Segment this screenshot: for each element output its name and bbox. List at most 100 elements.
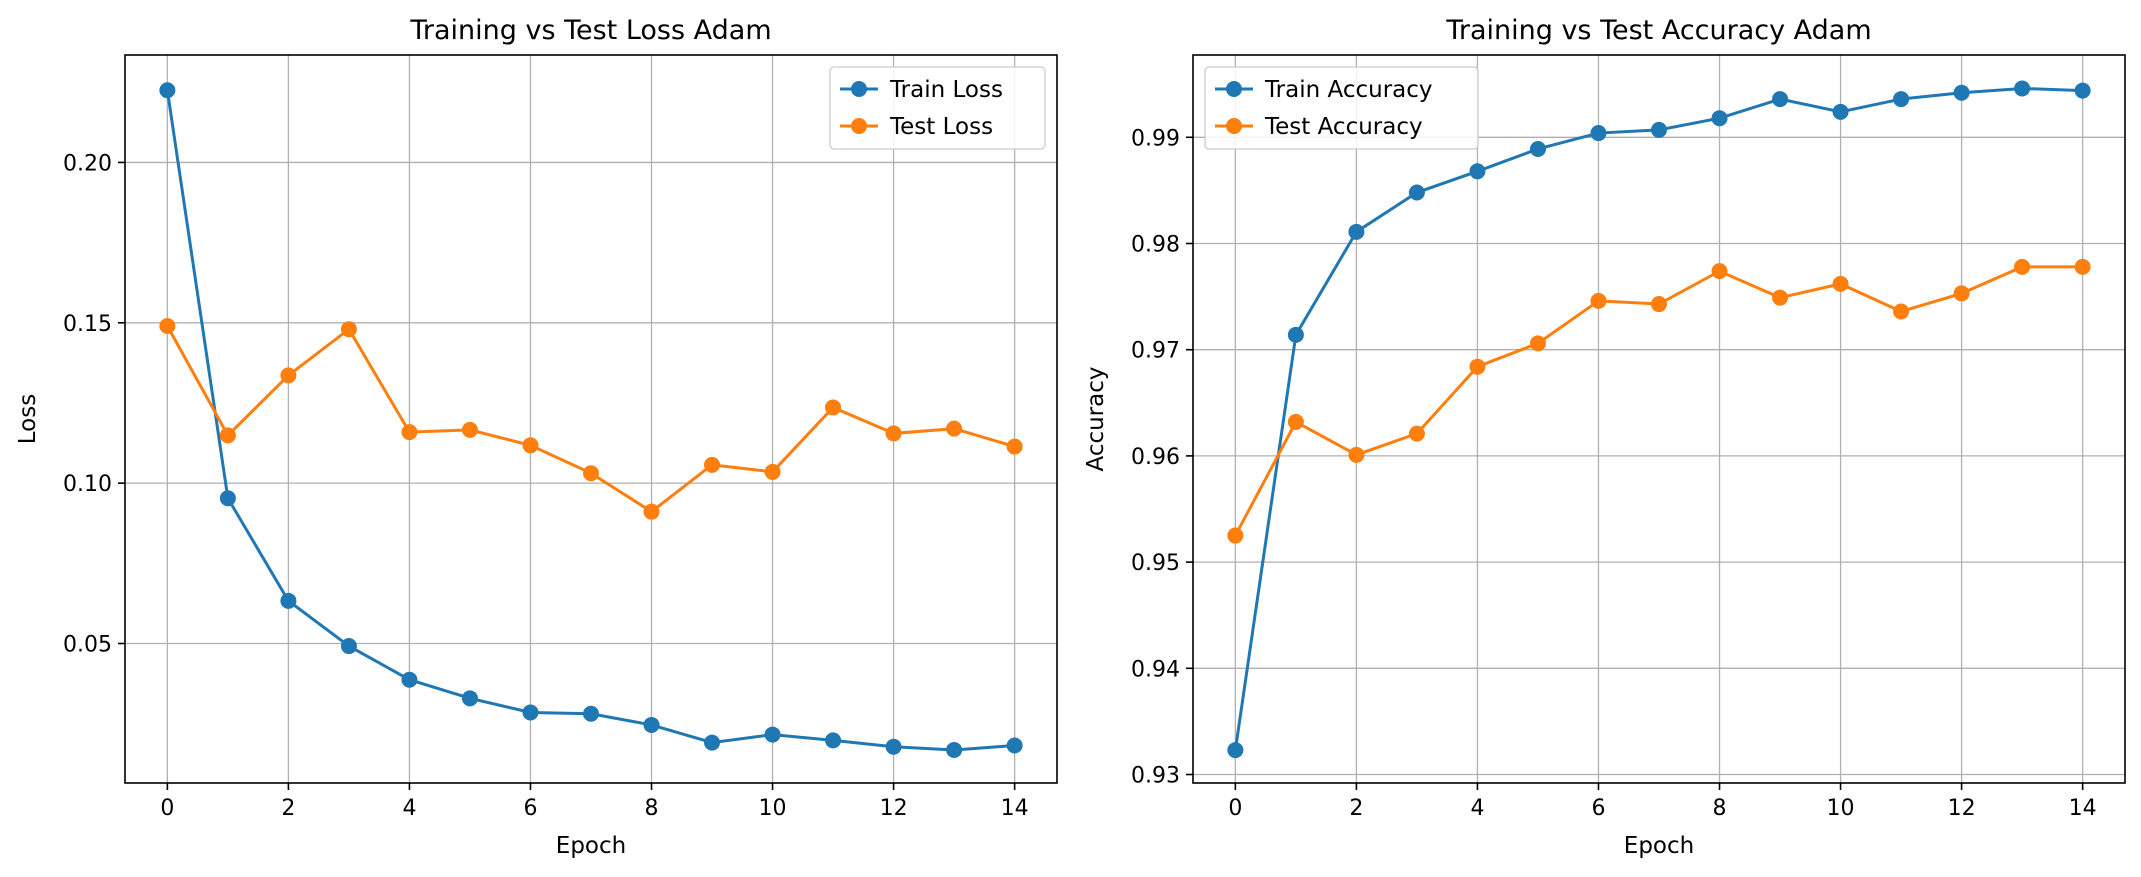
data-point (1590, 125, 1607, 142)
data-point (401, 424, 418, 441)
data-point (1651, 296, 1667, 313)
x-tick-label: 10 (1827, 796, 1855, 821)
data-point (219, 427, 236, 444)
series-line (165, 90, 1015, 752)
data-point (1529, 140, 1546, 157)
x-tick-label: 12 (1948, 796, 1976, 821)
data-point (1408, 425, 1425, 442)
legend: Train Loss Test Loss (829, 66, 1046, 150)
data-point (1651, 121, 1667, 138)
data-point (946, 420, 963, 437)
data-point (764, 726, 781, 743)
chart-title: Training vs Test Accuracy Adam (1445, 15, 1871, 46)
data-point (643, 503, 660, 520)
data-point (159, 317, 176, 334)
data-point (1469, 358, 1486, 375)
data-point (2074, 82, 2091, 99)
data-point (1772, 289, 1789, 306)
data-point (764, 463, 781, 480)
x-tick-label: 8 (645, 796, 659, 821)
data-point (461, 421, 478, 438)
series-test-accuracy (1227, 258, 2091, 544)
grid-lines (1193, 55, 2125, 783)
data-point (1006, 737, 1023, 754)
y-tick-label: 0.94 (1131, 657, 1180, 682)
data-point (1893, 91, 1910, 108)
legend-label: Test Loss (889, 114, 993, 140)
data-point (280, 592, 297, 609)
data-point (583, 705, 599, 722)
data-point (1832, 103, 1849, 120)
data-point (1529, 335, 1546, 352)
y-tick-label: 0.96 (1131, 445, 1180, 470)
data-point (1953, 84, 1970, 101)
axes-frame (124, 54, 1058, 784)
data-point (522, 704, 539, 721)
legend-swatch-marker (851, 81, 867, 97)
grid-lines (125, 55, 1057, 783)
x-tick-label: 2 (1349, 796, 1363, 821)
legend-swatch-marker (1226, 81, 1242, 97)
data-point (825, 399, 842, 416)
data-point (885, 425, 902, 442)
y-tick-label: 0.15 (63, 312, 112, 337)
x-axis-label: Epoch (556, 833, 626, 859)
data-point (2014, 258, 2031, 275)
data-point (1953, 285, 1970, 302)
x-tick-label: 2 (281, 796, 295, 821)
series-line (1233, 86, 2083, 751)
data-point (1408, 184, 1425, 201)
data-point (704, 456, 721, 473)
series-train-loss (159, 82, 1023, 758)
data-point (1227, 742, 1244, 759)
data-point (280, 367, 297, 384)
data-point (1893, 303, 1910, 320)
data-point (1287, 413, 1304, 430)
y-tick-label: 0.93 (1131, 764, 1180, 789)
data-point (461, 690, 478, 707)
data-point (643, 716, 660, 733)
data-point (340, 321, 357, 338)
data-point (1469, 163, 1486, 180)
x-tick-label: 12 (880, 796, 908, 821)
data-point (825, 732, 842, 749)
chart-1: 0 2 4 6 8 10 12 14 0.93 0.94 0.95 0.96 0.97 0.98 0.99 T… (1083, 15, 2126, 859)
x-tick-label: 14 (2069, 796, 2097, 821)
series-test-loss (159, 317, 1023, 520)
data-point (1348, 446, 1365, 463)
data-point (885, 738, 902, 755)
data-point (1227, 527, 1244, 544)
y-axis-label: Accuracy (1083, 366, 1109, 471)
legend-box (829, 66, 1046, 150)
data-point (1287, 326, 1304, 343)
data-point (340, 638, 357, 655)
data-point (1711, 263, 1728, 280)
legend-swatch-marker (1226, 118, 1242, 134)
data-point (159, 82, 176, 99)
y-tick-label: 0.20 (63, 151, 112, 176)
data-point (1772, 91, 1789, 108)
legend-swatch-marker (851, 118, 867, 134)
data-point (2014, 80, 2031, 97)
data-point (2074, 258, 2091, 275)
x-tick-label: 0 (160, 796, 174, 821)
data-point (1006, 438, 1023, 455)
data-point (583, 465, 599, 482)
axes-frame (1192, 54, 2126, 784)
x-tick-label: 10 (759, 796, 787, 821)
y-tick-label: 0.10 (63, 472, 112, 497)
y-tick-label: 0.95 (1131, 551, 1180, 576)
y-tick-label: 0.98 (1131, 233, 1180, 258)
legend-label: Train Loss (889, 77, 1003, 103)
y-tick-label: 0.99 (1131, 126, 1180, 151)
x-tick-label: 4 (402, 796, 416, 821)
x-tick-label: 6 (1591, 796, 1605, 821)
legend: Train Accuracy Test Accuracy (1204, 66, 1479, 150)
data-point (522, 437, 539, 454)
x-tick-label: 6 (523, 796, 537, 821)
chart-title: Training vs Test Loss Adam (409, 15, 771, 46)
legend-box (1204, 66, 1479, 150)
data-point (401, 671, 418, 688)
data-point (1832, 275, 1849, 292)
